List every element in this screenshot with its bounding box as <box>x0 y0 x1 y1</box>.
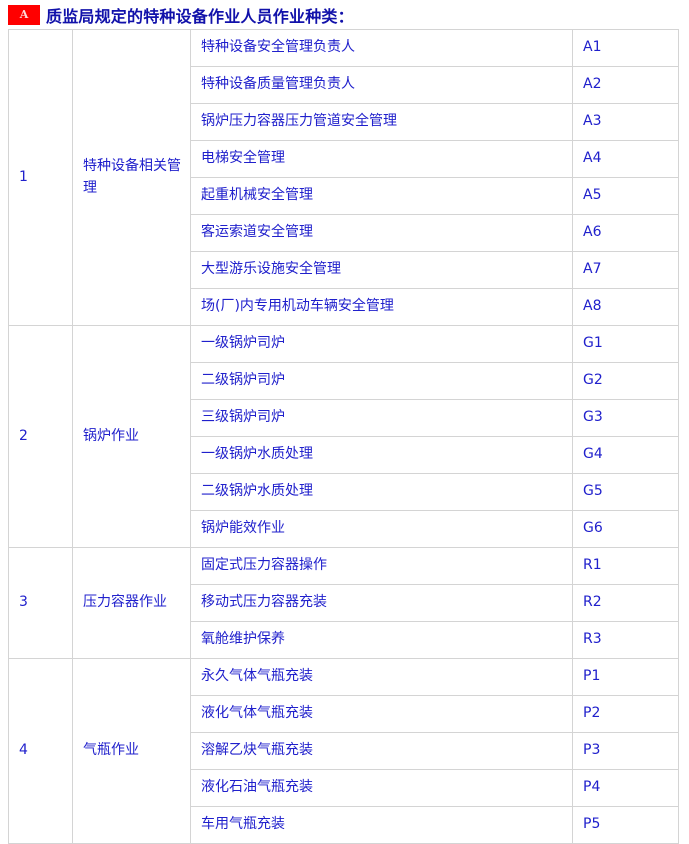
job-code-cell: G4 <box>572 436 679 474</box>
table-row: 溶解乙炔气瓶充装 P3 <box>9 732 679 770</box>
table-row: 大型游乐设施安全管理 A7 <box>9 251 679 289</box>
group-name-cell: 特种设备相关管理 <box>72 29 191 326</box>
job-code-cell: G1 <box>572 325 679 363</box>
table-row: 2 锅炉作业 一级锅炉司炉 G1 <box>8 325 679 548</box>
table-row: 锅炉压力容器压力管道安全管理 A3 <box>9 103 679 141</box>
group-index-cell: 2 <box>8 325 73 548</box>
job-code-cell: P2 <box>572 695 679 733</box>
table-row: 锅炉能效作业 G6 <box>9 510 679 548</box>
job-code-cell: A7 <box>572 251 679 289</box>
job-code-cell: G6 <box>572 510 679 548</box>
job-name-cell: 大型游乐设施安全管理 <box>190 251 573 289</box>
job-code-cell: G3 <box>572 399 679 437</box>
job-name-cell: 起重机械安全管理 <box>190 177 573 215</box>
group-index-cell: 3 <box>8 547 73 659</box>
table-row: 二级锅炉司炉 G2 <box>9 362 679 400</box>
job-name-cell: 二级锅炉司炉 <box>190 362 573 400</box>
table-row: 二级锅炉水质处理 G5 <box>9 473 679 511</box>
job-name-cell: 溶解乙炔气瓶充装 <box>190 732 573 770</box>
job-name-cell: 液化石油气瓶充装 <box>190 769 573 807</box>
job-code-cell: G2 <box>572 362 679 400</box>
table-container: 1 特种设备相关管理 特种设备安全管理负责人 A1 特种设备质量管理负责人 A2 锅炉压力容… <box>0 29 689 844</box>
job-code-cell: P5 <box>572 806 679 844</box>
table-row: 氧舱维护保养 R3 <box>9 621 679 659</box>
section-badge: A <box>8 4 40 25</box>
job-name-cell: 场(厂)内专用机动车辆安全管理 <box>190 288 573 326</box>
job-name-cell: 二级锅炉水质处理 <box>190 473 573 511</box>
job-name-cell: 移动式压力容器充装 <box>190 584 573 622</box>
table-row: 3 压力容器作业 固定式压力容器操作 R1 <box>8 547 679 659</box>
group-index-cell: 4 <box>8 658 73 844</box>
job-name-cell: 氧舱维护保养 <box>190 621 573 659</box>
table-row: 4 气瓶作业 永久气体气瓶充装 P1 <box>8 658 679 844</box>
page-header: A 质监局规定的特种设备作业人员作业种类： <box>0 0 689 29</box>
job-name-cell: 车用气瓶充装 <box>190 806 573 844</box>
table-row: 移动式压力容器充装 R2 <box>9 584 679 622</box>
job-code-cell: A5 <box>572 177 679 215</box>
table-row: 三级锅炉司炉 G3 <box>9 399 679 437</box>
job-code-cell: A8 <box>572 288 679 326</box>
job-code-cell: P3 <box>572 732 679 770</box>
job-code-cell: A3 <box>572 103 679 141</box>
table-row: 液化气体气瓶充装 P2 <box>9 695 679 733</box>
job-name-cell: 锅炉能效作业 <box>190 510 573 548</box>
table-row: 起重机械安全管理 A5 <box>9 177 679 215</box>
job-name-cell: 电梯安全管理 <box>190 140 573 178</box>
table-row: 客运索道安全管理 A6 <box>9 214 679 252</box>
group-name-cell: 锅炉作业 <box>72 325 191 548</box>
table-row: 场(厂)内专用机动车辆安全管理 A8 <box>9 288 679 326</box>
group-name-cell: 气瓶作业 <box>72 658 191 844</box>
job-code-cell: R1 <box>572 547 679 585</box>
job-name-cell: 特种设备安全管理负责人 <box>190 29 573 67</box>
page-title: 质监局规定的特种设备作业人员作业种类： <box>46 6 354 26</box>
job-name-cell: 液化气体气瓶充装 <box>190 695 573 733</box>
group-name-cell: 压力容器作业 <box>72 547 191 659</box>
job-name-cell: 固定式压力容器操作 <box>190 547 573 585</box>
table-row: 特种设备质量管理负责人 A2 <box>9 66 679 104</box>
job-name-cell: 一级锅炉水质处理 <box>190 436 573 474</box>
job-code-cell: R2 <box>572 584 679 622</box>
job-code-cell: P4 <box>572 769 679 807</box>
job-code-cell: A2 <box>572 66 679 104</box>
job-code-cell: A4 <box>572 140 679 178</box>
table-row: 车用气瓶充装 P5 <box>9 806 679 844</box>
job-name-cell: 一级锅炉司炉 <box>190 325 573 363</box>
special-equipment-types-table: 1 特种设备相关管理 特种设备安全管理负责人 A1 特种设备质量管理负责人 A2 锅炉压力容… <box>8 29 679 844</box>
job-code-cell: R3 <box>572 621 679 659</box>
group-index-cell: 1 <box>8 29 73 326</box>
table-row: 一级锅炉水质处理 G4 <box>9 436 679 474</box>
job-name-cell: 三级锅炉司炉 <box>190 399 573 437</box>
job-name-cell: 永久气体气瓶充装 <box>190 658 573 696</box>
job-code-cell: G5 <box>572 473 679 511</box>
job-code-cell: P1 <box>572 658 679 696</box>
job-name-cell: 特种设备质量管理负责人 <box>190 66 573 104</box>
job-code-cell: A6 <box>572 214 679 252</box>
table-row: 电梯安全管理 A4 <box>9 140 679 178</box>
job-code-cell: A1 <box>572 29 679 67</box>
job-name-cell: 客运索道安全管理 <box>190 214 573 252</box>
table-row: 1 特种设备相关管理 特种设备安全管理负责人 A1 <box>8 29 679 326</box>
job-name-cell: 锅炉压力容器压力管道安全管理 <box>190 103 573 141</box>
table-row: 液化石油气瓶充装 P4 <box>9 769 679 807</box>
table-body: 1 特种设备相关管理 特种设备安全管理负责人 A1 特种设备质量管理负责人 A2 锅炉压力容… <box>8 29 679 844</box>
badge-letter: A <box>19 8 29 21</box>
